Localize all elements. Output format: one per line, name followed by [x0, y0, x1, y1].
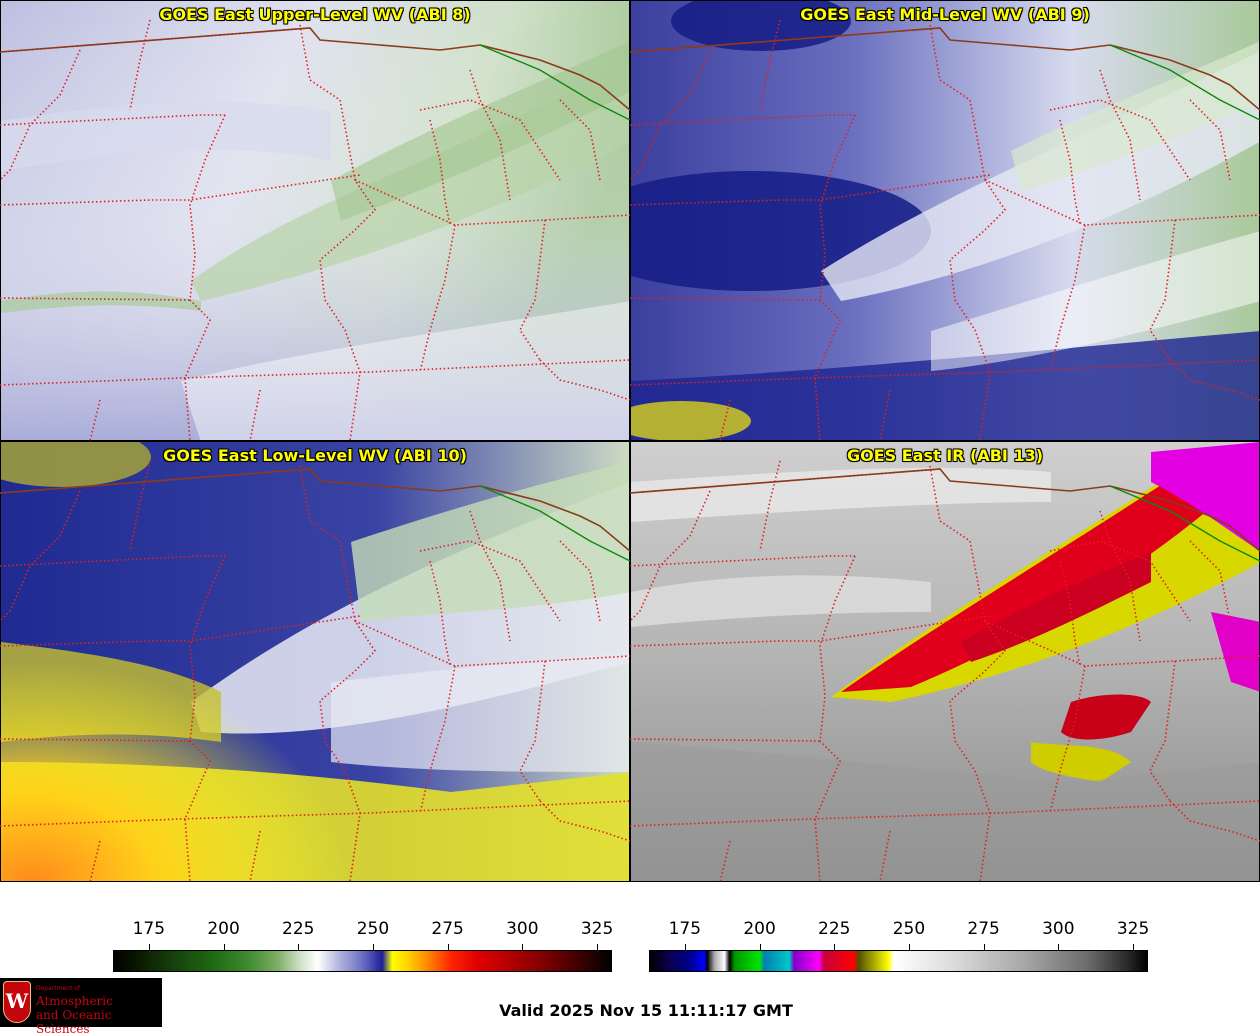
infrared-tick-label: 250: [892, 919, 926, 939]
water-vapor-tick-mark: [447, 944, 449, 950]
infrared-colorbar: [649, 950, 1148, 972]
valid-time-label: Valid 2025 Nov 15 11:11:17 GMT: [499, 1001, 793, 1020]
infrared-tick-mark: [1133, 944, 1135, 950]
panel-ir: GOES East IR (ABI 13): [630, 441, 1260, 882]
water-vapor-tick-label: 275: [431, 919, 464, 939]
infrared-tick-label: 200: [743, 919, 776, 939]
ir-image: [631, 442, 1259, 881]
panel-low-level-wv: GOES East Low-Level WV (ABI 10): [0, 441, 630, 882]
infrared-tick-mark: [759, 944, 761, 950]
infrared-tick-label: 275: [967, 919, 1000, 939]
infrared-tick-label: 175: [668, 919, 702, 939]
water-vapor-tick-mark: [298, 944, 300, 950]
water-vapor-tick-label: 225: [282, 919, 315, 939]
low-level-wv-image: [1, 442, 629, 881]
water-vapor-tick-mark: [372, 944, 374, 950]
panel-mid-level-wv: GOES East Mid-Level WV (ABI 9): [630, 0, 1260, 441]
water-vapor-tick-mark: [597, 944, 599, 950]
water-vapor-tick-mark: [148, 944, 150, 950]
aos-department-logo: W Department of Atmospheric and Oceanic …: [0, 978, 162, 1036]
logo-name-line1: Atmospheric: [36, 994, 113, 1008]
panel-upper-level-wv: GOES East Upper-Level WV (ABI 8): [0, 0, 630, 441]
water-vapor-tick-label: 175: [132, 919, 166, 939]
water-vapor-colorbar: [113, 950, 612, 972]
infrared-tick-mark: [684, 944, 686, 950]
infrared-tick-mark: [983, 944, 985, 950]
infrared-tick-label: 300: [1042, 919, 1075, 939]
panel-title-low-level-wv: GOES East Low-Level WV (ABI 10): [163, 446, 467, 465]
infrared-tick-mark: [834, 944, 836, 950]
infrared-tick-mark: [908, 944, 910, 950]
mid-level-wv-image: [631, 1, 1259, 440]
logo-name-line2: and Oceanic Sciences: [36, 1008, 112, 1036]
water-vapor-tick-label: 250: [356, 919, 390, 939]
infrared-tick-mark: [1058, 944, 1060, 950]
water-vapor-tick-mark: [223, 944, 225, 950]
panel-title-ir: GOES East IR (ABI 13): [846, 446, 1044, 465]
panel-title-mid-level-wv: GOES East Mid-Level WV (ABI 9): [800, 5, 1090, 24]
panel-title-upper-level-wv: GOES East Upper-Level WV (ABI 8): [159, 5, 471, 24]
water-vapor-tick-label: 325: [580, 919, 614, 939]
upper-level-wv-image: [1, 1, 629, 440]
uw-crest-icon: W: [3, 981, 31, 1023]
water-vapor-tick-mark: [522, 944, 524, 950]
water-vapor-tick-label: 300: [506, 919, 539, 939]
infrared-tick-label: 325: [1116, 919, 1150, 939]
water-vapor-tick-label: 200: [207, 919, 240, 939]
logo-dept-line: Department of: [36, 985, 80, 992]
infrared-tick-label: 225: [818, 919, 851, 939]
